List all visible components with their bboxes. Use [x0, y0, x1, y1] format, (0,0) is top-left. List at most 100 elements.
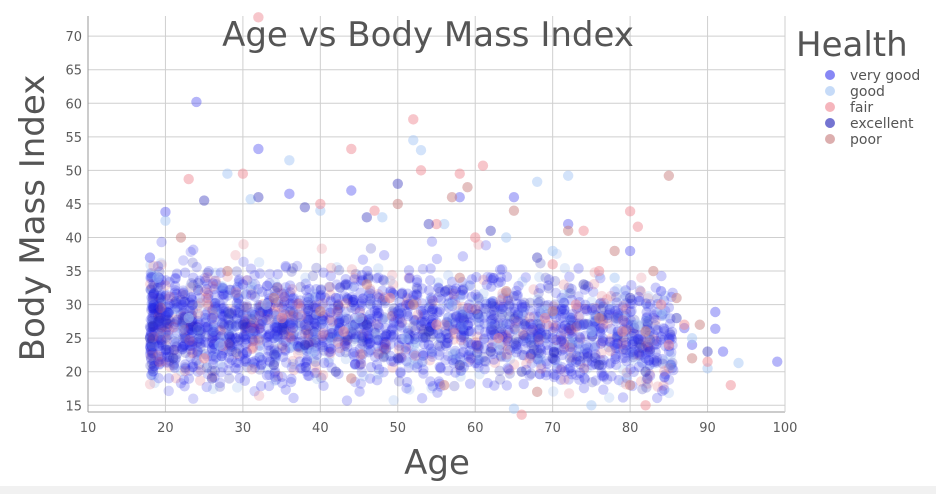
cloud-point — [154, 310, 165, 321]
cloud-point — [473, 340, 484, 352]
cloud-point — [644, 335, 656, 346]
cloud-point — [247, 343, 259, 354]
cloud-point — [264, 268, 276, 280]
cloud-point — [433, 292, 444, 303]
cloud-point — [504, 319, 515, 330]
cloud-point — [295, 310, 307, 322]
cloud-point — [230, 333, 242, 344]
cloud-point — [194, 318, 205, 329]
cloud-point — [231, 301, 242, 313]
cloud-point — [317, 314, 328, 325]
cloud-point — [559, 297, 570, 309]
cloud-point — [378, 332, 389, 344]
cloud-point — [294, 356, 305, 367]
cloud-point — [187, 358, 198, 370]
cloud-point — [433, 283, 444, 294]
cloud-point — [462, 319, 473, 331]
cloud-point — [520, 364, 532, 376]
cloud-point — [642, 293, 654, 304]
cloud-point — [417, 356, 428, 368]
cloud-point — [278, 288, 290, 299]
cloud-point — [423, 285, 435, 296]
cloud-point — [448, 358, 459, 369]
cloud-point — [177, 287, 189, 298]
cloud-point — [587, 286, 599, 297]
cloud-point — [183, 326, 195, 338]
cloud-point — [237, 347, 249, 359]
cloud-point — [148, 287, 160, 299]
cloud-point — [170, 273, 181, 285]
cloud-point — [364, 333, 375, 344]
cloud-point — [315, 289, 327, 301]
cloud-point — [195, 324, 206, 336]
cloud-point — [458, 330, 470, 341]
cloud-point — [557, 295, 569, 307]
cloud-point — [458, 346, 469, 358]
cloud-point — [617, 392, 629, 403]
legend-marker — [825, 134, 835, 144]
cloud-point — [517, 276, 528, 287]
cloud-point — [400, 342, 412, 353]
cloud-point — [642, 378, 654, 389]
data-point-poor — [508, 205, 520, 216]
data-point-very-good — [268, 332, 280, 344]
cloud-point — [575, 320, 586, 331]
cloud-point — [249, 288, 260, 299]
cloud-point — [177, 299, 189, 311]
cloud-point — [253, 332, 265, 344]
cloud-point — [567, 337, 578, 349]
cloud-point — [302, 313, 313, 324]
cloud-point — [396, 317, 408, 328]
cloud-point — [356, 348, 367, 360]
cloud-point — [223, 324, 235, 335]
cloud-point — [346, 264, 358, 275]
cloud-point — [550, 369, 561, 381]
cloud-point — [163, 344, 175, 356]
cloud-point — [488, 304, 500, 316]
cloud-point — [657, 353, 668, 365]
data-point-poor — [694, 319, 706, 330]
cloud-point — [241, 275, 252, 286]
cloud-point — [147, 309, 159, 320]
data-point-very-good — [640, 353, 651, 364]
cloud-point — [239, 355, 250, 367]
cloud-point — [176, 320, 188, 331]
cloud-point — [208, 319, 219, 331]
cloud-point — [187, 304, 199, 316]
cloud-point — [307, 331, 319, 342]
cloud-point — [617, 338, 628, 349]
cloud-point — [148, 331, 159, 343]
cloud-point — [239, 321, 250, 332]
cloud-point — [513, 310, 524, 321]
cloud-point — [473, 301, 484, 312]
cloud-point — [379, 312, 390, 323]
cloud-point — [366, 316, 377, 327]
cloud-point — [146, 341, 157, 353]
cloud-point — [230, 284, 242, 295]
cloud-point — [611, 291, 622, 303]
cloud-point — [155, 302, 167, 313]
cloud-point — [233, 319, 245, 330]
cloud-point — [224, 332, 236, 343]
cloud-point — [154, 356, 166, 368]
cloud-point — [612, 337, 623, 349]
cloud-point — [316, 243, 328, 254]
data-point-fair — [431, 218, 442, 230]
cloud-point — [462, 319, 474, 331]
cloud-point — [161, 334, 173, 345]
cloud-point — [409, 336, 421, 348]
cloud-point — [334, 316, 345, 328]
cloud-point — [164, 276, 175, 288]
cloud-point — [457, 323, 469, 334]
data-point-fair — [679, 319, 690, 330]
cloud-point — [555, 336, 567, 347]
cloud-point — [218, 283, 229, 294]
cloud-point — [598, 384, 609, 395]
cloud-point — [169, 344, 180, 356]
cloud-point — [525, 368, 537, 379]
cloud-point — [621, 318, 632, 329]
cloud-point — [240, 310, 252, 322]
cloud-point — [634, 348, 645, 360]
cloud-point — [504, 299, 515, 310]
cloud-point — [247, 309, 258, 320]
